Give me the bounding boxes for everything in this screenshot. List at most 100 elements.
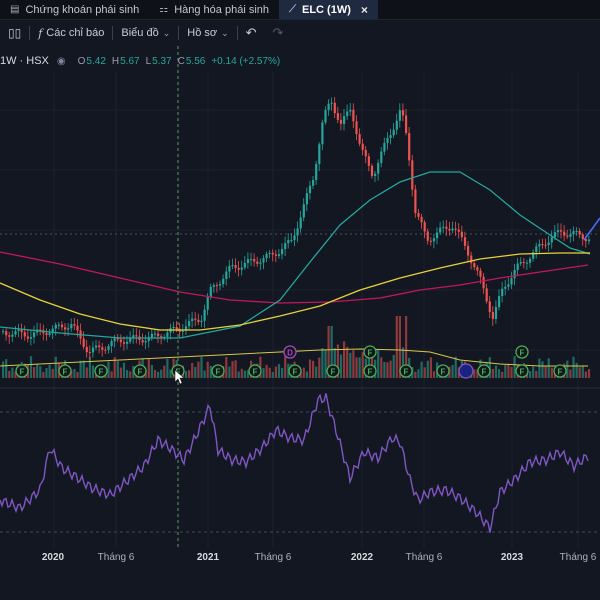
volume-bar [231, 361, 234, 378]
event-marker-label: F [520, 368, 525, 377]
candle-body [11, 334, 14, 337]
volume-bar [476, 369, 479, 378]
undo-button[interactable]: ↶ [238, 23, 265, 43]
volume-bar [287, 363, 290, 378]
candle-body [361, 143, 364, 150]
event-marker [326, 364, 340, 378]
candle-body [262, 258, 265, 263]
event-marker-label: F [63, 368, 68, 377]
volume-bar [42, 371, 45, 378]
candle-body [401, 110, 405, 116]
candle-body [544, 244, 547, 246]
mouse-cursor-icon [174, 369, 185, 385]
volume-bar [166, 358, 169, 378]
event-marker-label: F [404, 368, 409, 377]
volume-bar [237, 371, 240, 378]
visibility-icon[interactable]: ◉ [56, 55, 66, 67]
volume-bar [532, 366, 535, 378]
axis-label-2023: 2023 [500, 552, 524, 563]
candle-body [70, 324, 73, 329]
candle-body [460, 231, 463, 238]
candle-body [85, 346, 88, 353]
candle-body [64, 327, 67, 330]
candle-body [268, 252, 271, 254]
volume-bar [209, 365, 212, 378]
candle-body [175, 326, 178, 330]
volume-bar [355, 357, 358, 378]
tab-derivatives-securities[interactable]: ▤ Chứng khoán phái sinh [0, 0, 149, 19]
candle-body [197, 319, 200, 323]
candle-body [277, 254, 281, 256]
candle-body [222, 278, 225, 285]
split-marker [458, 363, 474, 379]
volume-bar [110, 371, 113, 378]
candle-body [367, 156, 370, 166]
low-value: 5.37 [152, 55, 172, 67]
candle-body [287, 240, 290, 244]
candle-body [91, 347, 95, 353]
candle-type-button[interactable]: ▯▯ [0, 23, 29, 43]
candle-body [296, 228, 299, 236]
candle-body [2, 331, 5, 333]
event-marker [15, 364, 29, 378]
volume-bar [33, 367, 36, 378]
candle-body [507, 284, 510, 287]
candle-body [408, 133, 411, 161]
volume-bar [308, 359, 312, 378]
volume-bar [420, 361, 423, 378]
tab-derivatives-commodities[interactable]: ⚏ Hàng hóa phái sinh [149, 0, 279, 19]
redo-button[interactable]: ↷ [265, 23, 292, 43]
candle-body [290, 240, 293, 242]
high-label: H [111, 55, 120, 67]
event-marker-label: F [520, 349, 525, 358]
candle-body [231, 265, 234, 267]
event-markers[interactable]: F F F F F F F F F F F F F F F F F D [15, 345, 567, 379]
volume-bar [321, 347, 324, 378]
event-marker [363, 364, 377, 378]
volume-bar [529, 371, 532, 378]
price-chart[interactable]: F F F F F F F F F F F F F F F F F D [0, 46, 600, 548]
candle-body [8, 335, 11, 337]
candle-body [364, 149, 367, 157]
event-marker [58, 364, 72, 378]
candle-body [116, 338, 119, 340]
candle-body [330, 102, 333, 104]
volume-bar [277, 364, 281, 378]
close-icon[interactable]: × [360, 2, 368, 17]
axis-label-june-2022: Tháng 6 [405, 552, 443, 563]
volume-bar [377, 350, 380, 378]
candle-body [299, 217, 302, 229]
volume-bar [370, 347, 374, 378]
axis-label-june-2023: Tháng 6 [559, 552, 597, 563]
redo-icon: ↷ [272, 25, 284, 40]
trend-line [583, 217, 600, 241]
candle-body [200, 320, 203, 323]
candle-body [405, 115, 408, 134]
close-value: 5.56 [185, 55, 206, 67]
candle-body [389, 135, 392, 139]
candle-body [352, 109, 355, 122]
indicators-button[interactable]: f Các chỉ báo [30, 23, 112, 43]
volume-bar [122, 362, 126, 378]
candle-body [206, 297, 209, 310]
candle-body [110, 341, 113, 347]
volume-bar [169, 369, 172, 378]
axis-label-june-2020: Tháng 6 [97, 552, 135, 563]
volume-bar [510, 366, 513, 378]
volume-bar [454, 356, 457, 378]
volume-bar [339, 354, 343, 378]
tab-elc-chart[interactable]: ⟋ ELC (1W) × [279, 0, 378, 19]
volume-bar [494, 365, 498, 378]
candle-body [17, 329, 20, 332]
candle-body [370, 165, 374, 176]
volume-bar [572, 356, 575, 378]
candle-body [535, 246, 538, 253]
chart-type-dropdown[interactable]: Biểu đồ ⌄ [113, 23, 178, 43]
candle-body [556, 230, 560, 233]
profile-dropdown[interactable]: Hồ sơ ⌄ [179, 23, 236, 43]
candle-body [141, 340, 144, 343]
candle-body [442, 226, 445, 228]
candle-body [488, 301, 491, 313]
open-value: 5.42 [86, 55, 106, 67]
candle-body [101, 347, 104, 350]
